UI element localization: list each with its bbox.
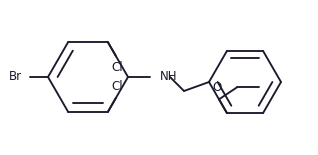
Text: Cl: Cl xyxy=(111,61,123,74)
Text: O: O xyxy=(212,81,222,94)
Text: Br: Br xyxy=(9,71,22,84)
Text: NH: NH xyxy=(160,71,177,84)
Text: Cl: Cl xyxy=(111,80,123,93)
